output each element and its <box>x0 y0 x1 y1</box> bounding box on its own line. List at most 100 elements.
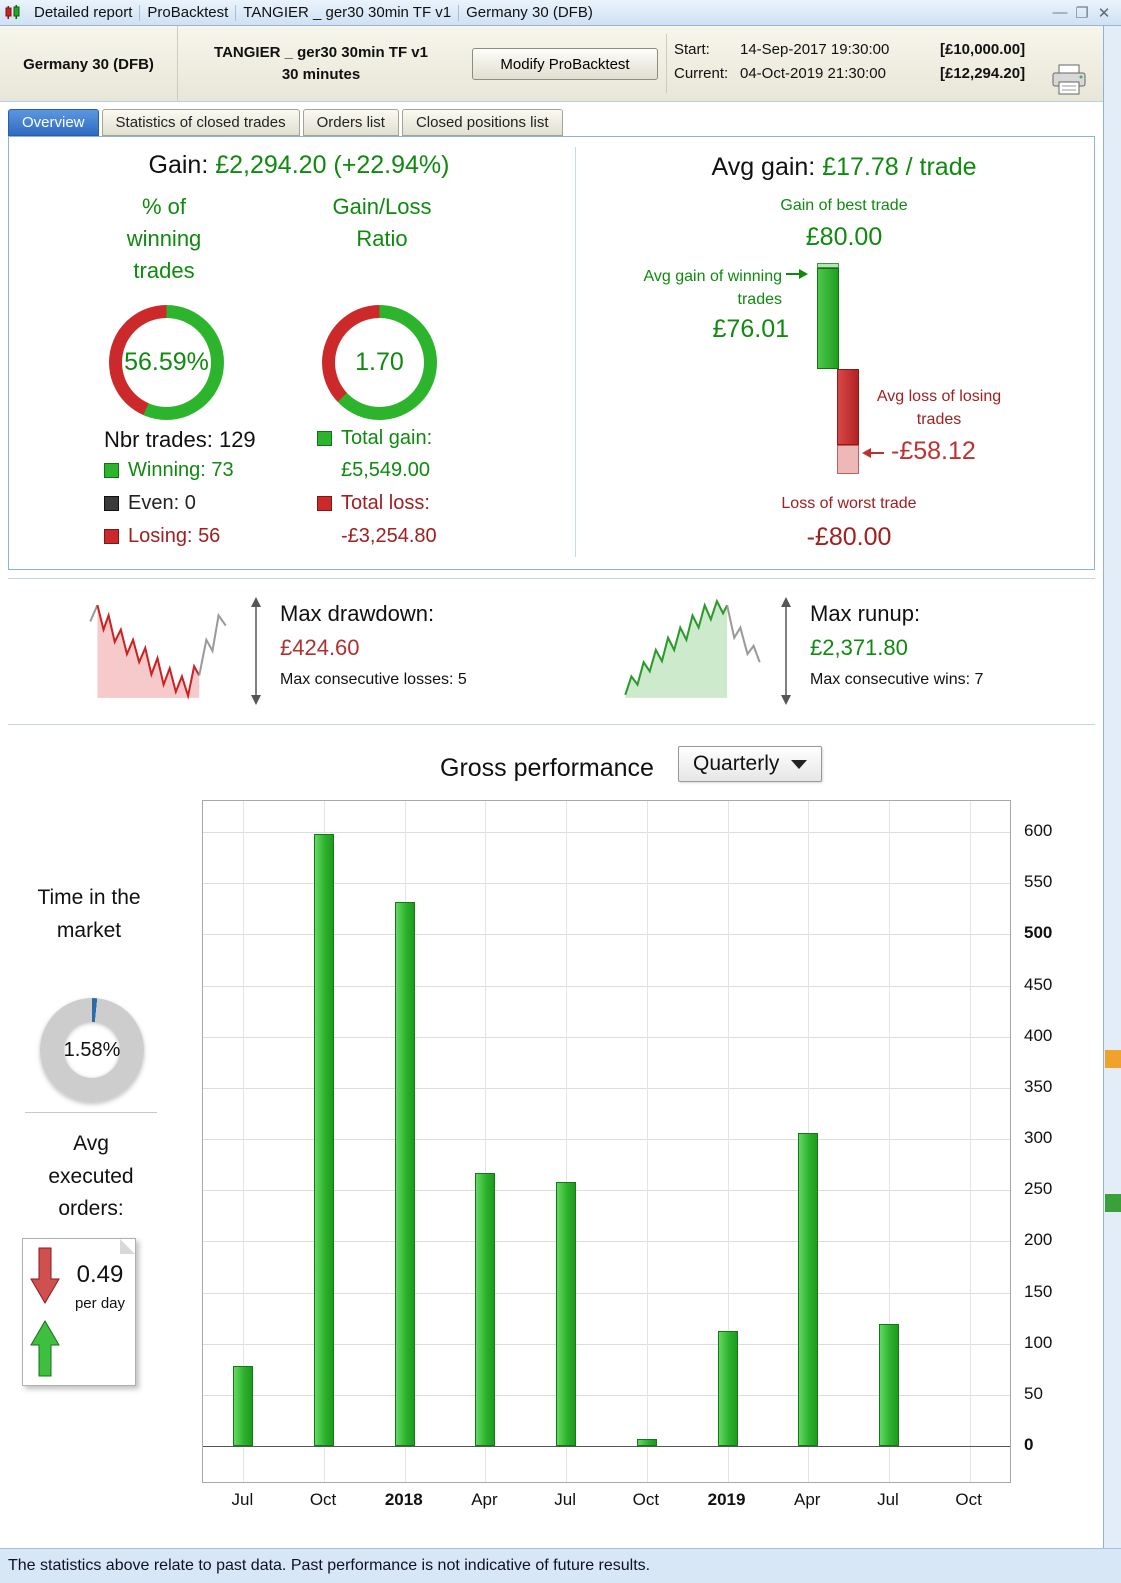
start-equity: [£10,000.00] <box>940 41 1026 58</box>
ytick-400: 400 <box>1024 1025 1053 1045</box>
ytick-500: 500 <box>1024 923 1053 943</box>
gridline-0 <box>203 1446 1010 1447</box>
performance-yticks: 600 550 500 450 400 350 300 250 200 150 100 50 0 <box>1016 800 1091 1483</box>
even-value: 0 <box>184 492 196 514</box>
drawdown-range-arrow-icon <box>251 597 261 705</box>
legend-total-loss: Total loss: <box>317 492 430 515</box>
current-datetime: 04-Oct-2019 21:30:00 <box>740 65 886 82</box>
printer-icon <box>1052 64 1086 95</box>
period-dropdown-value: Quarterly <box>693 752 780 775</box>
ratio-value: 1.70 <box>355 348 404 376</box>
worst-trade-segment <box>837 445 859 475</box>
xlabel-1: Oct <box>309 1490 337 1509</box>
best-trade-label: Gain of best trade <box>780 197 908 214</box>
current-row: Current: 04-Oct-2019 21:30:00 [£12,294.2… <box>674 65 1025 82</box>
losing-value: 56 <box>198 525 221 547</box>
tab-closed-positions-list[interactable]: Closed positions list <box>401 109 563 136</box>
losing-swatch-icon <box>104 529 119 544</box>
gridline-250 <box>203 1190 1010 1192</box>
current-label: Current: <box>674 65 729 82</box>
avg-loss-arrow-icon <box>861 437 885 466</box>
trade-extremes-graphic <box>809 263 869 503</box>
avg-win-segment <box>817 268 839 369</box>
ytick-300: 300 <box>1024 1128 1053 1147</box>
start-row: Start: 14-Sep-2017 19:30:00 [£10,000.00] <box>674 41 1025 58</box>
vgridline-6 <box>727 801 729 1482</box>
perf-bar-8 <box>878 1324 899 1446</box>
xlabel-0: Jul <box>231 1490 254 1509</box>
time-in-market-donut: 1.58% <box>40 998 144 1102</box>
sidebar-divider <box>25 1112 157 1113</box>
perf-bar-1 <box>314 834 335 1446</box>
strategy-timeframe: 30 minutes <box>281 66 361 83</box>
tab-orders-list[interactable]: Orders list <box>302 109 399 136</box>
performance-section: Gross performance Quarterly Time in the … <box>0 730 1103 1548</box>
winning-label: Winning: <box>128 459 206 481</box>
drawdown-chart-icon <box>89 604 227 700</box>
perf-bar-5 <box>636 1438 657 1446</box>
ytick-200: 200 <box>1024 1230 1053 1250</box>
perf-bar-7 <box>798 1132 819 1446</box>
strategy-info: TANGIER _ ger30 30min TF v1 30 minutes <box>178 26 464 102</box>
period-dropdown[interactable]: Quarterly <box>678 746 823 782</box>
orders-box: 0.49 per day <box>22 1238 136 1386</box>
perf-bar-0 <box>233 1366 254 1446</box>
gridline-150 <box>203 1292 1010 1294</box>
current-equity: [£12,294.20] <box>940 65 1026 82</box>
maximize-button[interactable]: ❐ <box>1075 4 1089 22</box>
avg-loss-value: -£58.12 <box>891 437 976 465</box>
gridline-400 <box>203 1036 1010 1038</box>
xlabel-2: 2018 <box>384 1490 423 1509</box>
avg-orders-value: 0.49 <box>76 1261 124 1288</box>
total-gain-swatch-icon <box>317 431 332 446</box>
time-in-market-label: Time in the market <box>37 886 141 942</box>
tab-overview[interactable]: Overview <box>8 109 99 136</box>
total-gain-value: £5,549.00 <box>341 459 430 481</box>
avg-gain-row: Avg gain: £17.78 / trade <box>609 153 1079 182</box>
losing-label: Losing: <box>128 525 193 547</box>
legend-losing: Losing: 56 <box>104 525 220 548</box>
gain-row: Gain: £2,294.20 (+22.94%) <box>119 151 479 180</box>
ytick-50: 50 <box>1024 1383 1043 1403</box>
gridline-550 <box>203 883 1010 885</box>
footer: The statistics above relate to past data… <box>0 1548 1121 1583</box>
titlebar-separator <box>139 4 141 21</box>
titlebar[interactable]: Detailed report ProBacktest TANGIER _ ge… <box>0 0 1121 26</box>
modify-probacktest-button[interactable]: Modify ProBacktest <box>472 48 658 80</box>
performance-xlabels: Jul Oct 2018 Apr Jul Oct 2019 Apr Jul Oct <box>202 1490 1011 1516</box>
even-label: Even: <box>128 492 180 514</box>
start-label: Start: <box>674 41 710 58</box>
perf-bar-3 <box>475 1172 496 1446</box>
runup-range-arrow-icon <box>781 597 791 705</box>
max-runup-label: Max runup: <box>810 601 921 626</box>
gain-value: £2,294.20 (+22.94%) <box>215 151 450 179</box>
minimize-button[interactable]: — <box>1052 4 1068 21</box>
ytick-100: 100 <box>1024 1332 1053 1352</box>
close-button[interactable]: ✕ <box>1097 4 1111 22</box>
titlebar-segment: ProBacktest <box>147 4 229 21</box>
winning-pct-value: 56.59% <box>124 348 209 376</box>
header-separator <box>666 34 667 93</box>
nbr-trades-row: Nbr trades: 129 <box>104 427 256 453</box>
tab-statistics-of-closed-trades[interactable]: Statistics of closed trades <box>101 109 300 136</box>
right-window-edge <box>1103 26 1121 1548</box>
print-button[interactable] <box>1048 60 1090 100</box>
overview-divider <box>575 147 576 557</box>
vgridline-8 <box>888 801 890 1482</box>
background-price-marker-green <box>1105 1194 1121 1212</box>
vgridline-5 <box>646 801 648 1482</box>
avg-gain-value: £17.78 / trade <box>822 153 977 181</box>
max-consecutive-losses: Max consecutive losses: 5 <box>280 671 467 688</box>
avg-win-arrow-icon <box>785 267 809 285</box>
ytick-600: 600 <box>1024 821 1053 840</box>
up-arrow-icon <box>30 1320 60 1377</box>
worst-trade-value: -£80.00 <box>806 523 892 551</box>
titlebar-segment: Detailed report <box>34 4 133 21</box>
strategy-name: TANGIER _ ger30 30min TF v1 <box>214 43 428 61</box>
perf-bar-2 <box>394 901 415 1446</box>
xlabel-6: 2019 <box>707 1490 746 1509</box>
instrument-label: Germany 30 (DFB) <box>0 26 178 102</box>
vgridline-4 <box>566 801 568 1482</box>
nbr-trades-value: 129 <box>218 427 256 452</box>
